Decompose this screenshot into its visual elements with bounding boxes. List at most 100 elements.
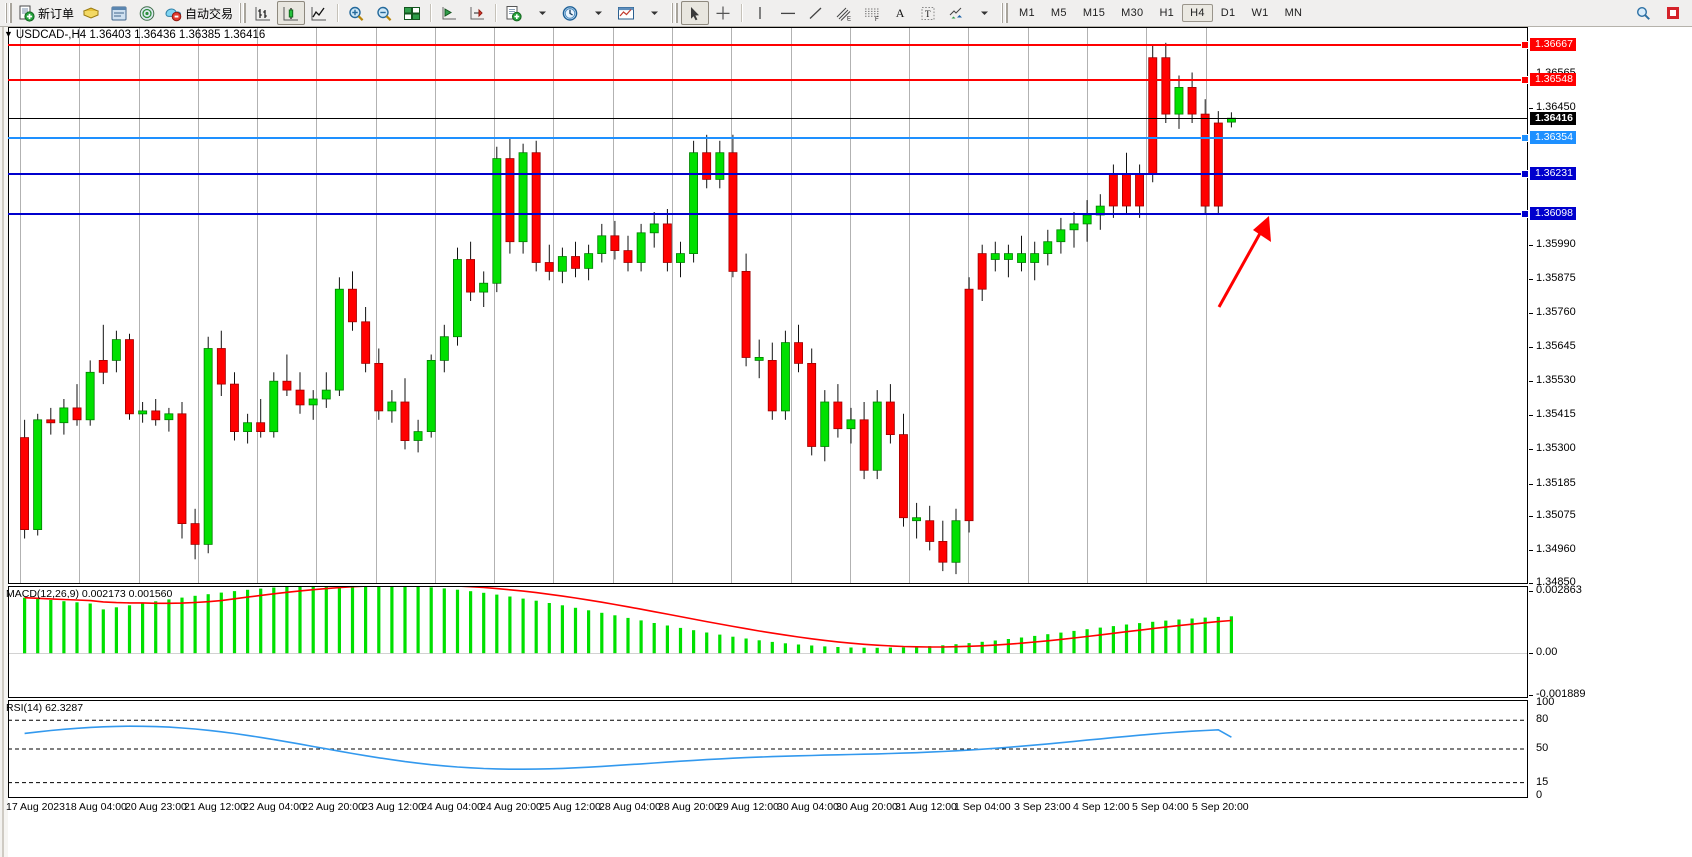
- clock-icon: [562, 5, 578, 21]
- zoom-in-button[interactable]: [342, 1, 370, 25]
- autotrading-icon: [165, 7, 182, 21]
- arrows-tool-button[interactable]: [942, 1, 970, 25]
- candlestick-chart-button[interactable]: [277, 1, 306, 25]
- period-button[interactable]: [556, 1, 584, 25]
- time-axis-label: 28 Aug 20:00: [658, 801, 720, 813]
- tile-windows-button[interactable]: [398, 1, 426, 25]
- bar-chart-button[interactable]: [249, 1, 277, 25]
- time-gridline: [672, 28, 673, 584]
- arrows-dropdown[interactable]: [970, 1, 998, 25]
- search-button[interactable]: [1629, 1, 1657, 25]
- price-tick: [1529, 347, 1533, 349]
- current-price-tag: 1.36416: [1530, 112, 1576, 126]
- price-tick: [1529, 381, 1533, 383]
- level-line-1.36098[interactable]: [8, 212, 1528, 215]
- period-dropdown[interactable]: [584, 1, 612, 25]
- level-line-1.36231[interactable]: [8, 173, 1528, 176]
- auto-scroll-button[interactable]: [463, 1, 491, 25]
- vertical-line-tool-button[interactable]: [746, 1, 774, 25]
- crosshair-icon: [716, 6, 730, 19]
- price-axis-label: 1.35300: [1536, 442, 1576, 455]
- toolbar-grip-2[interactable]: [239, 3, 247, 23]
- new-order-label: 新订单: [38, 6, 75, 21]
- time-gridline: [139, 28, 140, 584]
- timeframe-m15[interactable]: M15: [1082, 7, 1106, 19]
- time-gridline: [613, 28, 614, 584]
- level-handle-1.36354[interactable]: [1521, 133, 1529, 142]
- indicator-dropdown[interactable]: [528, 1, 556, 25]
- time-gridline: [79, 28, 80, 584]
- text-tool-button[interactable]: A: [895, 5, 905, 20]
- price-axis-label: 1.35645: [1536, 340, 1576, 353]
- level-handle-1.36667[interactable]: [1521, 40, 1529, 49]
- level-line-1.36548[interactable]: [8, 79, 1528, 81]
- time-axis-label: 3 Sep 23:00: [1014, 801, 1071, 813]
- ohlc-text: USDCAD-,H4 1.36403 1.36436 1.36385 1.364…: [15, 29, 266, 41]
- time-axis-label: 30 Aug 04:00: [777, 801, 839, 813]
- zoom-out-button[interactable]: [370, 1, 398, 25]
- fullscreen-button[interactable]: [1659, 1, 1687, 25]
- timeframe-h4[interactable]: H4: [1182, 4, 1213, 22]
- time-axis-label: 20 Aug 23:00: [125, 801, 187, 813]
- cursor-icon: [691, 6, 700, 20]
- toolbar-grip-4[interactable]: [1001, 3, 1009, 23]
- timeframe-mn[interactable]: MN: [1284, 7, 1303, 19]
- chevron-down-icon: [650, 11, 658, 15]
- level-price-tag-1.36354: 1.36354: [1530, 130, 1576, 144]
- timeframe-m1[interactable]: M1: [1019, 7, 1035, 19]
- time-gridline: [731, 28, 732, 584]
- horizontal-line-tool-button[interactable]: [774, 1, 802, 25]
- market-watch-button[interactable]: [77, 1, 105, 25]
- toolbar-grip-3[interactable]: [671, 3, 679, 23]
- line-chart-button[interactable]: [305, 1, 333, 25]
- navigator-button[interactable]: [133, 1, 161, 25]
- price-tick: [1529, 415, 1533, 417]
- equidistant-channel-tool-button[interactable]: E: [830, 1, 858, 25]
- autotrading-button[interactable]: 自动交易: [161, 1, 236, 25]
- time-axis-label: 4 Sep 12:00: [1073, 801, 1130, 813]
- time-axis-label: 29 Aug 12:00: [717, 801, 779, 813]
- timeframe-m5[interactable]: M5: [1050, 7, 1067, 19]
- rsi-axis-label: 80: [1536, 713, 1549, 726]
- macd-tick: [1529, 695, 1533, 696]
- chart-menu-triangle-icon[interactable]: ▼: [4, 29, 13, 39]
- price-tick: [1529, 449, 1533, 451]
- time-gridline: [494, 28, 495, 584]
- level-handle-1.36548[interactable]: [1521, 76, 1529, 84]
- level-handle-1.36098[interactable]: [1521, 209, 1529, 218]
- timeframe-m30[interactable]: M30: [1121, 7, 1144, 19]
- level-price-tag-1.36667: 1.36667: [1530, 37, 1576, 51]
- price-axis-label: 1.35530: [1536, 374, 1576, 387]
- toolbar-grip[interactable]: [5, 3, 12, 23]
- shift-chart-button[interactable]: [435, 1, 463, 25]
- rsi-axis-label: 100: [1536, 696, 1555, 708]
- price-axis-label: 1.35075: [1536, 509, 1576, 522]
- trendline-tool-button[interactable]: [802, 1, 830, 25]
- price-panel[interactable]: [8, 27, 1528, 584]
- new-order-button[interactable]: 新订单: [15, 1, 77, 25]
- templates-dropdown[interactable]: [640, 1, 668, 25]
- level-line-1.36667[interactable]: [8, 43, 1528, 46]
- vertical-line-icon: [759, 6, 761, 19]
- crosshair-tool-button[interactable]: [709, 1, 737, 25]
- timeframe-h1[interactable]: H1: [1159, 7, 1175, 19]
- templates-button[interactable]: [612, 1, 640, 25]
- time-axis-label: 28 Aug 04:00: [599, 801, 661, 813]
- add-indicator-button[interactable]: [500, 1, 528, 25]
- time-axis-label: 22 Aug 04:00: [243, 801, 305, 813]
- level-line-1.36354[interactable]: [8, 136, 1528, 139]
- price-tick: [1529, 108, 1533, 110]
- timeframe-w1[interactable]: W1: [1251, 7, 1269, 19]
- timeframe-d1[interactable]: D1: [1220, 7, 1236, 19]
- chart-area[interactable]: ▼ USDCAD-,H4 1.36403 1.36436 1.36385 1.36…: [0, 27, 1692, 857]
- time-axis-label: 5 Sep 20:00: [1192, 801, 1249, 813]
- chart-left-scrollbar[interactable]: [0, 27, 8, 857]
- data-window-button[interactable]: [105, 1, 133, 25]
- text-label-tool-button[interactable]: T: [914, 1, 942, 25]
- fibonacci-tool-button[interactable]: F: [858, 1, 886, 25]
- price-tick: [1529, 516, 1533, 518]
- candlestick-chart-icon: [283, 6, 299, 20]
- price-axis-label: 1.34850: [1536, 576, 1576, 588]
- cursor-tool-button[interactable]: [681, 1, 710, 25]
- level-handle-1.36231[interactable]: [1521, 170, 1529, 179]
